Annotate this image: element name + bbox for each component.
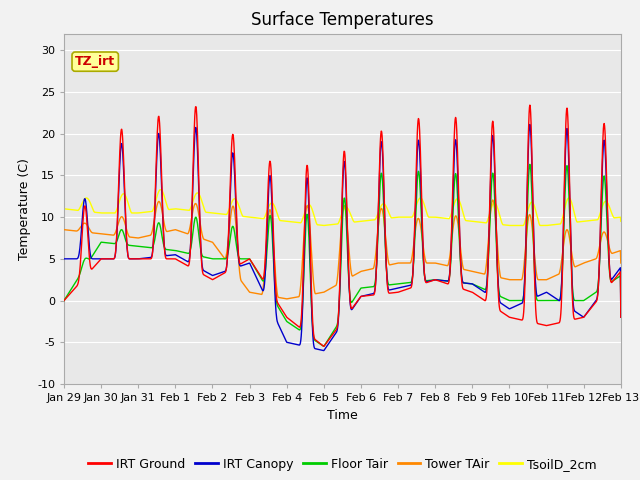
Y-axis label: Temperature (C): Temperature (C) (19, 158, 31, 260)
Legend: IRT Ground, IRT Canopy, Floor Tair, Tower TAir, TsoilD_2cm: IRT Ground, IRT Canopy, Floor Tair, Towe… (83, 453, 602, 476)
Text: TZ_irt: TZ_irt (75, 55, 115, 68)
Title: Surface Temperatures: Surface Temperatures (251, 11, 434, 29)
X-axis label: Time: Time (327, 408, 358, 421)
